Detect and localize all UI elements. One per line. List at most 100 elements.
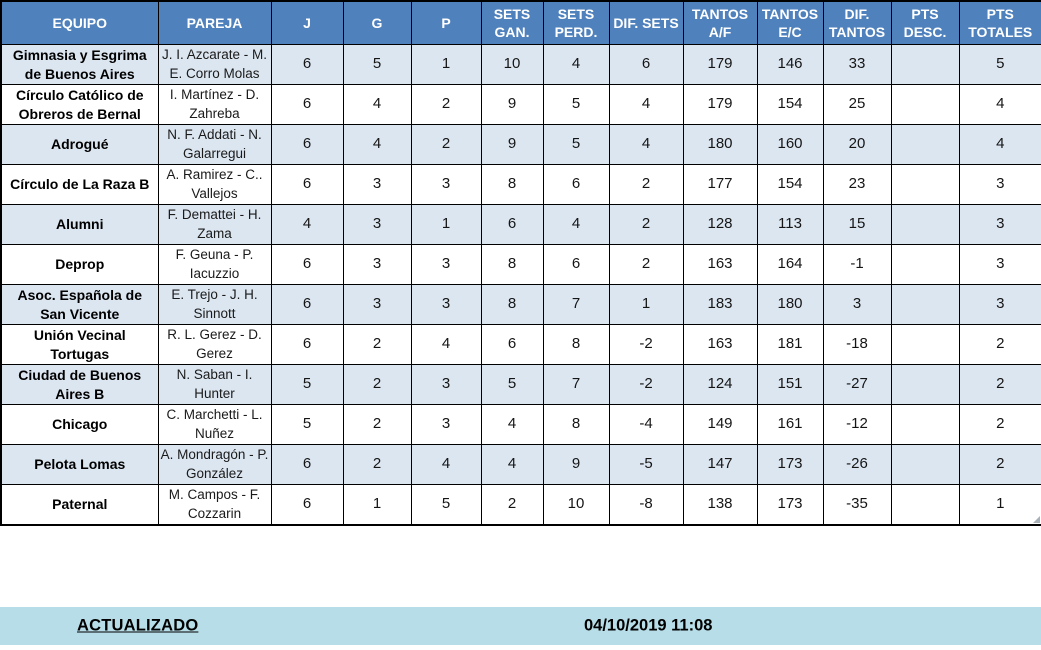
stat-cell[interactable]: 3 bbox=[958, 204, 1041, 245]
stat-cell[interactable]: 128 bbox=[682, 204, 758, 245]
stat-cell[interactable]: 163 bbox=[682, 244, 758, 285]
stat-cell[interactable]: 6 bbox=[270, 284, 344, 325]
stat-cell[interactable]: 6 bbox=[270, 324, 344, 365]
stat-cell[interactable]: 9 bbox=[480, 84, 544, 125]
stat-cell[interactable]: 2 bbox=[958, 324, 1041, 365]
stat-cell[interactable]: 3 bbox=[342, 284, 412, 325]
stat-cell[interactable]: 6 bbox=[270, 444, 344, 485]
pareja-cell[interactable]: C. Marchetti - L. Nuñez bbox=[157, 404, 272, 445]
stat-cell[interactable]: 6 bbox=[608, 44, 684, 85]
stat-cell[interactable]: 154 bbox=[756, 84, 824, 125]
stat-cell[interactable]: 6 bbox=[270, 84, 344, 125]
pareja-cell[interactable]: A. Mondragón - P. González bbox=[157, 444, 272, 485]
team-cell[interactable]: Chicago bbox=[0, 404, 159, 445]
team-cell[interactable]: Asoc. Española de San Vicente bbox=[0, 284, 159, 325]
column-header-p[interactable]: P bbox=[410, 0, 482, 45]
stat-cell[interactable]: -12 bbox=[822, 404, 892, 445]
stat-cell[interactable]: 6 bbox=[270, 124, 344, 165]
stat-cell[interactable]: 2 bbox=[958, 444, 1041, 485]
stat-cell[interactable]: 8 bbox=[480, 284, 544, 325]
stat-cell[interactable]: -8 bbox=[608, 484, 684, 526]
stat-cell[interactable]: 6 bbox=[270, 164, 344, 205]
stat-cell[interactable]: 5 bbox=[958, 44, 1041, 85]
stat-cell[interactable] bbox=[890, 284, 960, 325]
stat-cell[interactable]: 3 bbox=[342, 164, 412, 205]
stat-cell[interactable]: 1 bbox=[342, 484, 412, 526]
stat-cell[interactable]: 8 bbox=[480, 244, 544, 285]
stat-cell[interactable]: 177 bbox=[682, 164, 758, 205]
column-header-j[interactable]: J bbox=[270, 0, 344, 45]
selection-fill-handle[interactable] bbox=[1033, 516, 1040, 523]
column-header-equipo[interactable]: EQUIPO bbox=[0, 0, 159, 45]
stat-cell[interactable]: -4 bbox=[608, 404, 684, 445]
team-cell[interactable]: Unión Vecinal Tortugas bbox=[0, 324, 159, 365]
stat-cell[interactable]: 2 bbox=[342, 404, 412, 445]
stat-cell[interactable] bbox=[890, 44, 960, 85]
stat-cell[interactable]: 181 bbox=[756, 324, 824, 365]
pareja-cell[interactable]: N. F. Addati - N. Galarregui bbox=[157, 124, 272, 165]
stat-cell[interactable]: 8 bbox=[480, 164, 544, 205]
stat-cell[interactable]: 6 bbox=[270, 484, 344, 526]
pareja-cell[interactable]: A. Ramirez - C.. Vallejos bbox=[157, 164, 272, 205]
stat-cell[interactable]: 180 bbox=[756, 284, 824, 325]
stat-cell[interactable]: 4 bbox=[958, 124, 1041, 165]
stat-cell[interactable]: 180 bbox=[682, 124, 758, 165]
stat-cell[interactable]: 4 bbox=[542, 44, 610, 85]
stat-cell[interactable]: -2 bbox=[608, 324, 684, 365]
stat-cell[interactable]: 3 bbox=[342, 244, 412, 285]
stat-cell[interactable]: 3 bbox=[958, 284, 1041, 325]
stat-cell[interactable] bbox=[890, 84, 960, 125]
stat-cell[interactable]: 1 bbox=[410, 204, 482, 245]
stat-cell[interactable]: 164 bbox=[756, 244, 824, 285]
column-header-dif-sets[interactable]: DIF. SETS bbox=[608, 0, 684, 45]
stat-cell[interactable]: 7 bbox=[542, 284, 610, 325]
column-header-sets-perd[interactable]: SETS PERD. bbox=[542, 0, 610, 45]
stat-cell[interactable]: 2 bbox=[608, 244, 684, 285]
stat-cell[interactable]: 179 bbox=[682, 44, 758, 85]
stat-cell[interactable]: 2 bbox=[342, 324, 412, 365]
stat-cell[interactable]: 7 bbox=[542, 364, 610, 405]
stat-cell[interactable]: 183 bbox=[682, 284, 758, 325]
stat-cell[interactable] bbox=[890, 324, 960, 365]
stat-cell[interactable]: -18 bbox=[822, 324, 892, 365]
pareja-cell[interactable]: M. Campos - F. Cozzarin bbox=[157, 484, 272, 526]
stat-cell[interactable]: 4 bbox=[480, 444, 544, 485]
pareja-cell[interactable]: N. Saban - I. Hunter bbox=[157, 364, 272, 405]
stat-cell[interactable]: 6 bbox=[270, 244, 344, 285]
stat-cell[interactable]: 10 bbox=[480, 44, 544, 85]
stat-cell[interactable]: 160 bbox=[756, 124, 824, 165]
stat-cell[interactable]: 8 bbox=[542, 404, 610, 445]
stat-cell[interactable]: 147 bbox=[682, 444, 758, 485]
stat-cell[interactable]: 161 bbox=[756, 404, 824, 445]
stat-cell[interactable]: 6 bbox=[480, 324, 544, 365]
stat-cell[interactable]: -1 bbox=[822, 244, 892, 285]
stat-cell[interactable]: 2 bbox=[410, 124, 482, 165]
stat-cell[interactable]: -27 bbox=[822, 364, 892, 405]
column-header-dif-tantos[interactable]: DIF. TANTOS bbox=[822, 0, 892, 45]
stat-cell[interactable]: 113 bbox=[756, 204, 824, 245]
pareja-cell[interactable]: I. Martínez - D. Zahreba bbox=[157, 84, 272, 125]
stat-cell[interactable]: 2 bbox=[410, 84, 482, 125]
stat-cell[interactable]: 6 bbox=[270, 44, 344, 85]
stat-cell[interactable]: 33 bbox=[822, 44, 892, 85]
stat-cell[interactable]: -26 bbox=[822, 444, 892, 485]
team-cell[interactable]: Gimnasia y Esgrima de Buenos Aires bbox=[0, 44, 159, 85]
stat-cell[interactable]: -2 bbox=[608, 364, 684, 405]
column-header-pareja[interactable]: PAREJA bbox=[157, 0, 272, 45]
stat-cell[interactable] bbox=[890, 404, 960, 445]
stat-cell[interactable]: 25 bbox=[822, 84, 892, 125]
pareja-cell[interactable]: R. L. Gerez - D. Gerez bbox=[157, 324, 272, 365]
stat-cell[interactable] bbox=[890, 364, 960, 405]
stat-cell[interactable]: 5 bbox=[542, 84, 610, 125]
stat-cell[interactable] bbox=[890, 164, 960, 205]
column-header-pts-desc[interactable]: PTS DESC. bbox=[890, 0, 960, 45]
stat-cell[interactable]: 3 bbox=[410, 404, 482, 445]
stat-cell[interactable]: 6 bbox=[542, 244, 610, 285]
stat-cell[interactable] bbox=[890, 444, 960, 485]
stat-cell[interactable]: 124 bbox=[682, 364, 758, 405]
stat-cell[interactable]: 2 bbox=[480, 484, 544, 526]
stat-cell[interactable]: 6 bbox=[542, 164, 610, 205]
stat-cell[interactable]: 3 bbox=[410, 364, 482, 405]
stat-cell[interactable]: 4 bbox=[270, 204, 344, 245]
stat-cell[interactable]: 4 bbox=[542, 204, 610, 245]
